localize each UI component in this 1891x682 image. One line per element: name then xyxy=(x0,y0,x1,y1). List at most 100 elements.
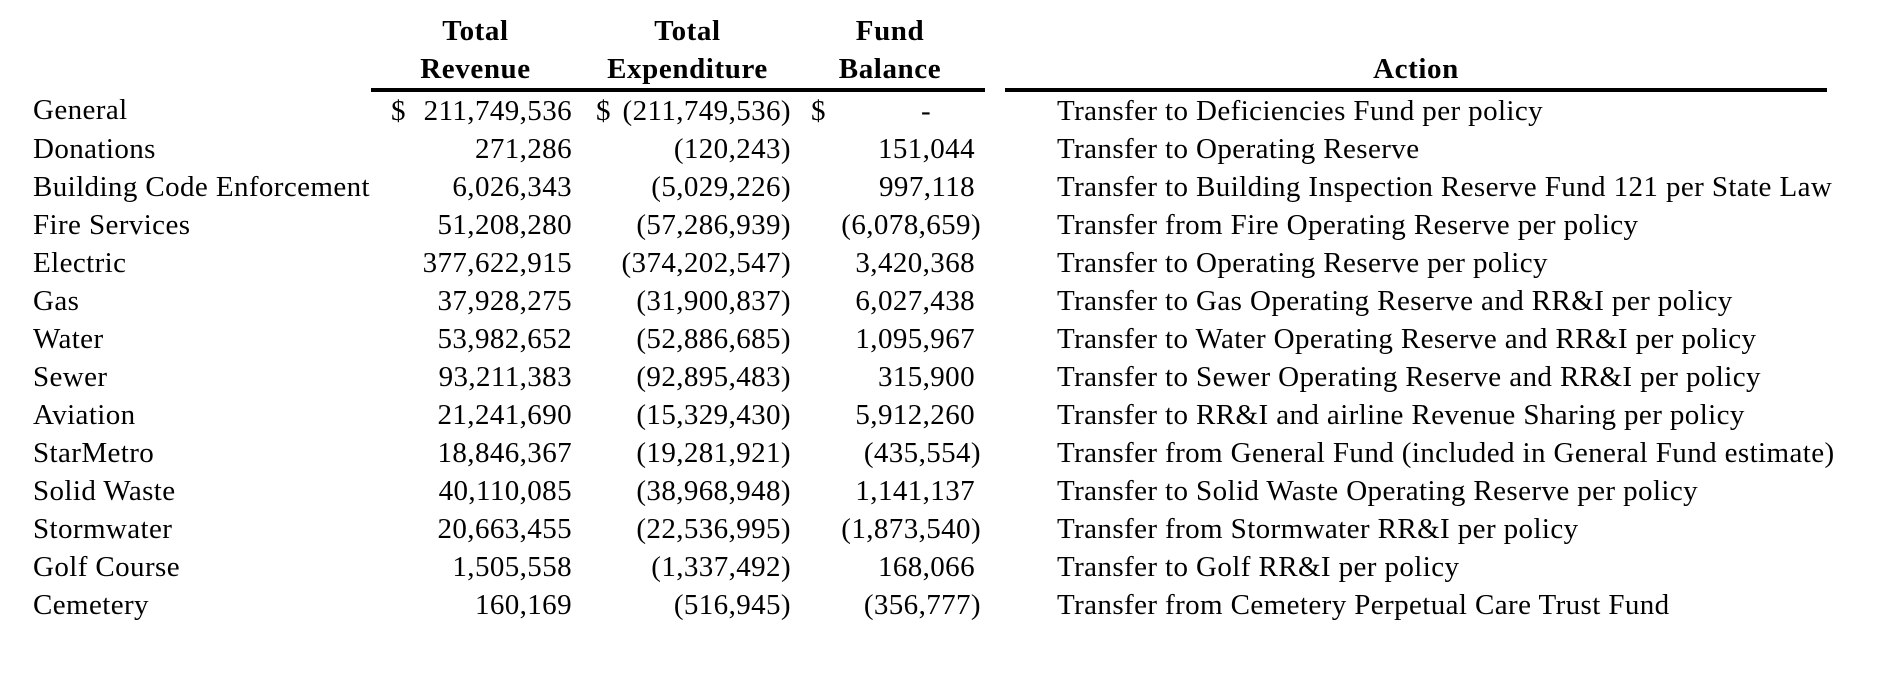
balance-value: 315,900 xyxy=(877,360,975,393)
expenditure-value: (516,945) xyxy=(673,588,791,621)
gap-cell xyxy=(985,548,1005,586)
balance-value: 151,044 xyxy=(877,132,975,165)
table-body: General $ 211,749,536 $ (211,749,536) $ … xyxy=(0,90,1834,624)
total-revenue-cell: 160,169 xyxy=(371,586,580,624)
fund-balance-cell: 997,118 xyxy=(795,168,985,206)
total-revenue-cell: 53,982,652 xyxy=(371,320,580,358)
total-revenue-cell: 37,928,275 xyxy=(371,282,580,320)
fund-balance-cell: 1,141,137 xyxy=(795,472,985,510)
expenditure-value: (211,749,536) xyxy=(622,94,791,127)
total-revenue-cell: 40,110,085 xyxy=(371,472,580,510)
revenue-value: 211,749,536 xyxy=(423,94,572,127)
gap-cell xyxy=(985,206,1005,244)
gap-cell xyxy=(985,320,1005,358)
total-expenditure-header-line1: Total xyxy=(654,15,721,47)
expenditure-value: (5,029,226) xyxy=(651,170,791,203)
total-expenditure-cell: (52,886,685) xyxy=(580,320,795,358)
revenue-value: 271,286 xyxy=(474,132,572,165)
total-expenditure-header-line2: Expenditure xyxy=(607,53,768,85)
expenditure-value: (52,886,685) xyxy=(636,322,791,355)
total-expenditure-cell: (5,029,226) xyxy=(580,168,795,206)
fund-balance-cell: 168,066 xyxy=(795,548,985,586)
total-expenditure-cell: (57,286,939) xyxy=(580,206,795,244)
fund-name-cell: Water xyxy=(33,322,104,355)
fund-balance-cell: 315,900 xyxy=(795,358,985,396)
action-header-spacer xyxy=(1005,12,1827,50)
action-cell: Transfer to Operating Reserve per policy xyxy=(1057,246,1548,279)
expenditure-value: (19,281,921) xyxy=(636,436,791,469)
fund-balance-cell: 3,420,368 xyxy=(795,244,985,282)
action-cell: Transfer to Sewer Operating Reserve and … xyxy=(1057,360,1761,393)
expenditure-value: (38,968,948) xyxy=(636,474,791,507)
action-cell: Transfer to Gas Operating Reserve and RR… xyxy=(1057,284,1733,317)
table-row: Water 53,982,652 (52,886,685) 1,095,967 … xyxy=(0,320,1827,358)
total-revenue-header: Total Revenue xyxy=(371,12,580,92)
fund-balance-cell: (435,554) xyxy=(795,434,985,472)
total-expenditure-header: Total Expenditure xyxy=(580,12,795,92)
table-row: Fire Services 51,208,280 (57,286,939) (6… xyxy=(0,206,1827,244)
revenue-value: 40,110,085 xyxy=(438,474,572,507)
fund-name-cell: Building Code Enforcement xyxy=(33,170,370,203)
action-cell: Transfer to Deficiencies Fund per policy xyxy=(1057,94,1544,127)
fund-balance-header: Fund Balance xyxy=(795,12,985,92)
table-row: Aviation 21,241,690 (15,329,430) 5,912,2… xyxy=(0,396,1827,434)
total-revenue-cell: 51,208,280 xyxy=(371,206,580,244)
total-expenditure-cell: (1,337,492) xyxy=(580,548,795,586)
gap-cell xyxy=(985,130,1005,168)
revenue-value: 1,505,558 xyxy=(452,550,572,583)
fund-name-cell: Gas xyxy=(33,284,80,317)
gap-cell xyxy=(985,358,1005,396)
total-expenditure-cell: (19,281,921) xyxy=(580,434,795,472)
fund-balance-cell: (6,078,659) xyxy=(795,206,985,244)
revenue-value: 20,663,455 xyxy=(437,512,572,545)
gap-cell xyxy=(985,244,1005,282)
balance-value: - xyxy=(920,94,931,127)
expenditure-value: (15,329,430) xyxy=(636,398,791,431)
balance-value: 1,095,967 xyxy=(855,322,975,355)
currency-symbol: $ xyxy=(596,94,611,127)
gap-cell xyxy=(985,168,1005,206)
fund-name-cell: General xyxy=(33,93,128,126)
total-expenditure-cell: (31,900,837) xyxy=(580,282,795,320)
action-cell: Transfer from Fire Operating Reserve per… xyxy=(1057,208,1639,241)
action-header: Action xyxy=(1005,12,1827,92)
total-expenditure-cell: (38,968,948) xyxy=(580,472,795,510)
revenue-value: 51,208,280 xyxy=(437,208,572,241)
fund-name-cell: StarMetro xyxy=(33,436,155,469)
fund-balance-sheet: Total Revenue Total Expenditure Fund Bal… xyxy=(0,12,1834,624)
fund-balance-cell: 6,027,438 xyxy=(795,282,985,320)
table-row: Golf Course 1,505,558 (1,337,492) 168,06… xyxy=(0,548,1827,586)
gap-cell xyxy=(985,586,1005,624)
expenditure-value: (92,895,483) xyxy=(636,360,791,393)
action-cell: Transfer to Solid Waste Operating Reserv… xyxy=(1057,474,1699,507)
total-revenue-cell: 6,026,343 xyxy=(371,168,580,206)
action-header-label: Action xyxy=(1373,53,1459,85)
balance-value: (6,078,659) xyxy=(841,208,981,241)
table-row: Cemetery 160,169 (516,945) (356,777) Tra… xyxy=(0,586,1827,624)
total-expenditure-cell: $ (211,749,536) xyxy=(580,90,795,130)
revenue-value: 53,982,652 xyxy=(437,322,572,355)
action-cell: Transfer to Water Operating Reserve and … xyxy=(1057,322,1757,355)
currency-symbol: $ xyxy=(811,94,826,127)
balance-value: (356,777) xyxy=(863,588,981,621)
balance-value: 168,066 xyxy=(877,550,975,583)
total-revenue-header-line1: Total xyxy=(442,15,509,47)
header-row: Total Revenue Total Expenditure Fund Bal… xyxy=(0,12,1827,92)
fund-name-cell: Aviation xyxy=(33,398,136,431)
total-expenditure-cell: (516,945) xyxy=(580,586,795,624)
fund-balance-header-line1: Fund xyxy=(855,15,925,47)
expenditure-value: (22,536,995) xyxy=(636,512,791,545)
action-cell: Transfer to RR&I and airline Revenue Sha… xyxy=(1057,398,1745,431)
total-expenditure-cell: (15,329,430) xyxy=(580,396,795,434)
expenditure-value: (31,900,837) xyxy=(636,284,791,317)
total-expenditure-cell: (120,243) xyxy=(580,130,795,168)
total-expenditure-cell: (374,202,547) xyxy=(580,244,795,282)
revenue-value: 18,846,367 xyxy=(437,436,572,469)
expenditure-value: (57,286,939) xyxy=(636,208,791,241)
gap-cell xyxy=(985,90,1005,130)
currency-symbol: $ xyxy=(391,94,406,127)
revenue-value: 37,928,275 xyxy=(437,284,572,317)
gap-cell xyxy=(985,434,1005,472)
action-cell: Transfer to Golf RR&I per policy xyxy=(1057,550,1460,583)
total-revenue-cell: 1,505,558 xyxy=(371,548,580,586)
